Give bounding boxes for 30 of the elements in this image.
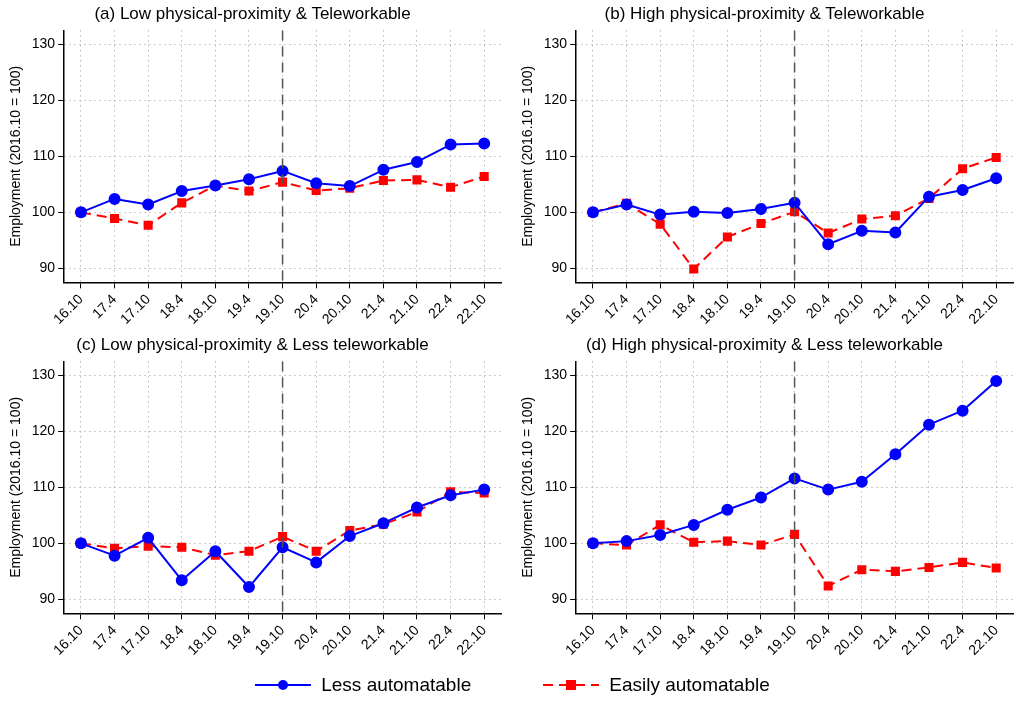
y-axis-title: Employment (2016.10 = 100) <box>519 65 536 247</box>
legend-label: Less automatable <box>321 674 472 696</box>
y-tick-label: 130 <box>31 366 56 383</box>
y-axis-title: Employment (2016.10 = 100) <box>7 396 24 578</box>
y-tick-label: 100 <box>543 534 568 551</box>
y-tick-label: 90 <box>551 590 568 607</box>
y-tick-label: 120 <box>31 422 56 439</box>
chart-title: (d) High physical-proximity & Less teleworkable <box>585 334 944 354</box>
y-axis-title: Employment (2016.10 = 100) <box>519 396 536 578</box>
y-tick-label: 130 <box>543 366 568 383</box>
y-tick-label: 120 <box>543 91 568 108</box>
y-tick-label: 110 <box>32 478 56 495</box>
y-tick-label: 90 <box>39 590 56 607</box>
legend-label: Easily automatable <box>609 674 770 696</box>
y-tick-label: 110 <box>32 147 56 164</box>
y-tick-label: 130 <box>543 35 568 52</box>
chart-title: (a) Low physical-proximity & Teleworkable <box>94 3 411 23</box>
y-axis-title: Employment (2016.10 = 100) <box>7 65 24 247</box>
chart-title: (b) High physical-proximity & Teleworkable <box>604 3 925 23</box>
y-tick-label: 120 <box>31 91 56 108</box>
y-tick-label: 90 <box>551 259 568 276</box>
y-tick-label: 100 <box>31 534 56 551</box>
y-tick-label: 100 <box>543 203 568 220</box>
y-tick-label: 130 <box>31 35 56 52</box>
y-tick-label: 110 <box>544 478 568 495</box>
y-tick-label: 110 <box>544 147 568 164</box>
y-tick-label: 100 <box>31 203 56 220</box>
y-tick-label: 120 <box>543 422 568 439</box>
chart-title: (c) Low physical-proximity & Less teleworkable <box>76 334 429 354</box>
y-tick-label: 90 <box>39 259 56 276</box>
